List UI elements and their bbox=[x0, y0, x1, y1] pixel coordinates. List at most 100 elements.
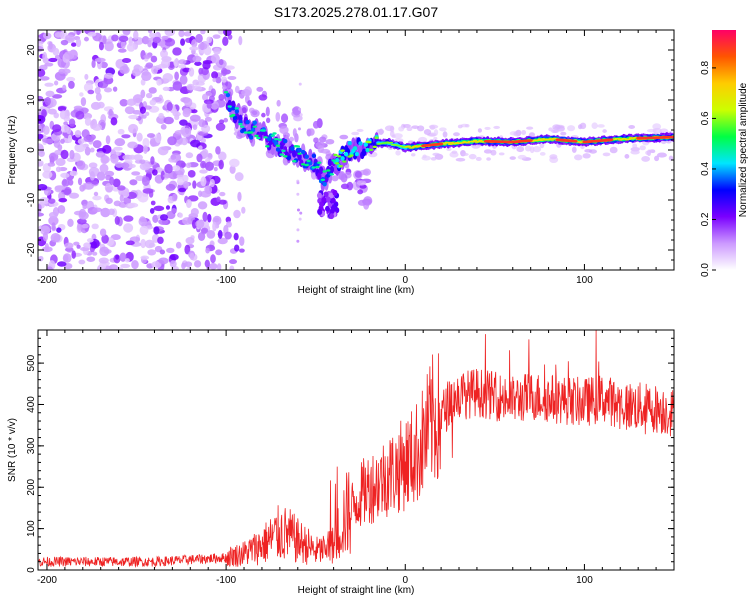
spectrogram-ridge-cell bbox=[315, 165, 320, 169]
spectrogram-noise-blob bbox=[113, 200, 122, 207]
spectrogram-noise-blob bbox=[121, 57, 132, 63]
spectrogram-noise-blob bbox=[65, 34, 75, 41]
spectrogram-noise-blob bbox=[189, 46, 199, 51]
colorbar-tick-label: 0.0 bbox=[700, 263, 711, 277]
spectrogram-noise-blob bbox=[219, 191, 226, 197]
spectrogram-noise-blob bbox=[104, 41, 114, 52]
spectrogram-noise-blob bbox=[421, 155, 431, 161]
spectrogram-noise-blob bbox=[141, 114, 147, 119]
spectrogram-noise-blob bbox=[54, 185, 63, 193]
spectrogram-ridge-cell bbox=[279, 153, 284, 156]
spectrogram-noise-blob bbox=[215, 146, 221, 155]
spectrogram-noise-blob bbox=[384, 125, 395, 132]
spectrogram-noise-blob bbox=[173, 58, 180, 67]
spectrogram-ridge-cell bbox=[340, 149, 345, 152]
spectrogram-noise-blob bbox=[42, 231, 48, 242]
spectrogram-noise-blob bbox=[185, 199, 192, 209]
spectrogram-noise-blob bbox=[138, 66, 144, 72]
spectrogram-noise-blob bbox=[165, 205, 171, 210]
spectrogram-noise-blob bbox=[147, 40, 153, 48]
spectrogram-noise-blob bbox=[151, 65, 159, 75]
spectrogram-noise-blob bbox=[91, 223, 99, 230]
spectrogram-noise-blob bbox=[63, 186, 72, 196]
spectrogram-noise-blob bbox=[299, 113, 303, 117]
spectrogram-noise-blob bbox=[117, 128, 125, 135]
spectrogram-ridge bbox=[223, 88, 674, 220]
spectrogram-noise-blob bbox=[55, 158, 66, 166]
x-tick-label: 0 bbox=[402, 575, 408, 586]
spectrogram-noise-blob bbox=[229, 265, 235, 270]
spectrogram-noise-blob bbox=[528, 132, 536, 138]
colorbar-tick-label: 0.8 bbox=[700, 61, 711, 75]
spectrogram-noise-blob bbox=[108, 108, 113, 116]
y-tick-label: 20 bbox=[26, 44, 37, 56]
spectrogram-noise-blob bbox=[86, 238, 94, 243]
spectrogram-ridge-cell bbox=[281, 149, 286, 153]
spectrogram-noise-blob bbox=[177, 64, 187, 69]
spectrogram-noise-blob bbox=[484, 126, 491, 130]
y-tick-label: 100 bbox=[26, 520, 37, 537]
spectrogram-noise-blob bbox=[79, 184, 85, 192]
spectrogram-noise-blob bbox=[656, 152, 667, 158]
spectrogram-noise-blob bbox=[346, 181, 354, 191]
spectrogram-ridge-cell bbox=[304, 154, 309, 159]
spectrogram-ridge-cell bbox=[290, 146, 295, 151]
spectrogram-noise-blob bbox=[432, 152, 440, 156]
spectrogram-noise-blob bbox=[190, 208, 199, 216]
spectrogram-noise-blob bbox=[110, 117, 118, 126]
spectrogram-noise-blob bbox=[39, 76, 50, 81]
spectrogram-noise-blob bbox=[192, 85, 203, 91]
spectrogram-noise-blob bbox=[174, 71, 179, 81]
spectrogram-noise-blob bbox=[83, 82, 94, 93]
spectrogram-noise-blob bbox=[41, 108, 47, 118]
spectrogram-noise-blob bbox=[40, 225, 51, 236]
spectrogram-noise-blob bbox=[279, 126, 289, 134]
spectrogram-noise-blob bbox=[157, 146, 169, 156]
spectrogram-ridge-cell bbox=[354, 151, 360, 157]
spectrogram-noise-blob bbox=[104, 182, 114, 193]
spectrogram-noise-blob bbox=[192, 79, 200, 86]
spectrogram-noise-blob bbox=[180, 38, 186, 46]
spectrogram-ridge-cell bbox=[332, 189, 338, 196]
spectrogram-ridge-cell bbox=[277, 138, 283, 142]
spectrogram-noise-blob bbox=[571, 146, 577, 153]
spectrogram-noise-blob bbox=[105, 197, 113, 204]
spectrogram-noise-blob bbox=[60, 39, 69, 46]
spectrogram-noise-blob bbox=[142, 137, 150, 148]
spectrogram-noise-blob bbox=[112, 86, 118, 92]
spectrogram-noise-blob bbox=[161, 35, 169, 40]
spectrogram-noise-blob bbox=[104, 72, 114, 79]
spectrogram-ridge-cell bbox=[578, 141, 584, 144]
spectrogram-noise-blob bbox=[59, 110, 67, 120]
spectrogram-noise-blob bbox=[48, 211, 59, 219]
spectrogram-noise-blob bbox=[217, 229, 223, 239]
spectrogram-ridge-cell bbox=[320, 178, 326, 182]
spectrogram-noise-blob bbox=[639, 145, 646, 151]
spectrogram-ridge-cell bbox=[388, 141, 394, 144]
spectrogram-noise-blob bbox=[229, 158, 240, 168]
spectrogram-noise-blob bbox=[204, 116, 212, 122]
y-tick-label: 500 bbox=[26, 354, 37, 371]
spectrogram-noise-blob bbox=[119, 194, 124, 203]
spectrogram-noise-blob bbox=[241, 107, 247, 114]
spectrogram-noise-blob bbox=[117, 48, 127, 53]
spectrogram-noise-blob bbox=[78, 259, 86, 265]
spectrogram-noise-blob bbox=[172, 47, 182, 56]
spectrogram-noise-blob bbox=[206, 230, 216, 239]
spectrogram-noise-blob bbox=[548, 127, 553, 132]
spectrogram-noise-blob bbox=[92, 207, 103, 213]
spectrogram-noise-blob bbox=[171, 207, 177, 214]
spectrogram-noise-blob bbox=[126, 43, 136, 52]
spectrogram-noise-blob bbox=[131, 259, 139, 270]
snr-panel: -200 -100 0 100 0 100 200 300 400 500 Height of … bbox=[7, 329, 675, 596]
spectrogram-noise-blob bbox=[153, 205, 165, 212]
spectrogram-noise-blob bbox=[165, 183, 176, 191]
spectrogram-ridge-cell bbox=[317, 161, 322, 164]
spectrogram-noise-blob bbox=[54, 71, 66, 81]
spectrogram-noise-blob bbox=[198, 190, 203, 198]
x-tick-label: -200 bbox=[37, 275, 57, 286]
spectrogram-ridge-cell bbox=[256, 136, 261, 140]
spectrogram-noise-blob bbox=[89, 147, 95, 153]
spectrogram-noise-blob bbox=[298, 217, 302, 221]
spectrogram-noise-blob bbox=[411, 153, 416, 157]
